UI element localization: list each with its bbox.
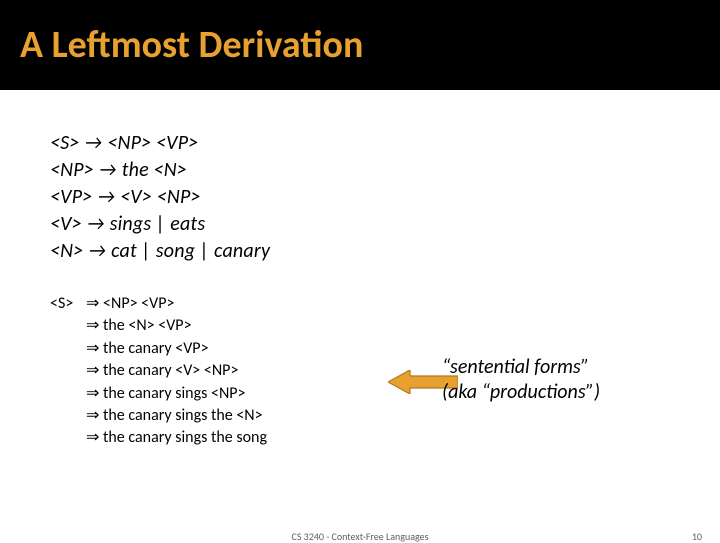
footer-text: CS 3240 - Context-Free Languages xyxy=(291,530,428,543)
grammar-rules: <S> → <NP> <VP> <NP> → the <N> <VP> → <V… xyxy=(50,130,720,265)
grammar-rule: <V> → sings | eats xyxy=(50,211,720,238)
grammar-rule: <NP> → the <N> xyxy=(50,157,720,184)
grammar-rule: <VP> → <V> <NP> xyxy=(50,184,720,211)
annotation-line: (aka “productions”) xyxy=(442,380,682,405)
slide-title: A Leftmost Derivation xyxy=(20,22,363,68)
annotation-line: “sentential forms” xyxy=(442,355,682,380)
derivation-step: ⇒ the canary sings the song xyxy=(50,427,720,449)
page-number: 10 xyxy=(692,530,702,543)
derivation-step: <S> ⇒ <NP> <VP> xyxy=(50,293,720,315)
grammar-rule: <S> → <NP> <VP> xyxy=(50,130,720,157)
grammar-rule: <N> → cat | song | canary xyxy=(50,238,720,265)
derivation-body: ⇒ the canary sings the song xyxy=(86,427,720,449)
title-bar: A Leftmost Derivation xyxy=(0,0,720,90)
derivation-step: ⇒ the <N> <VP> xyxy=(50,315,720,337)
derivation-start: <S> xyxy=(50,293,86,315)
derivation-body: ⇒ the canary sings the <N> xyxy=(86,405,720,427)
derivation-body: ⇒ <NP> <VP> xyxy=(86,293,720,315)
derivation-body: ⇒ the <N> <VP> xyxy=(86,315,720,337)
derivation-step: ⇒ the canary sings the <N> xyxy=(50,405,720,427)
annotation-text: “sentential forms” (aka “productions”) xyxy=(442,355,682,405)
